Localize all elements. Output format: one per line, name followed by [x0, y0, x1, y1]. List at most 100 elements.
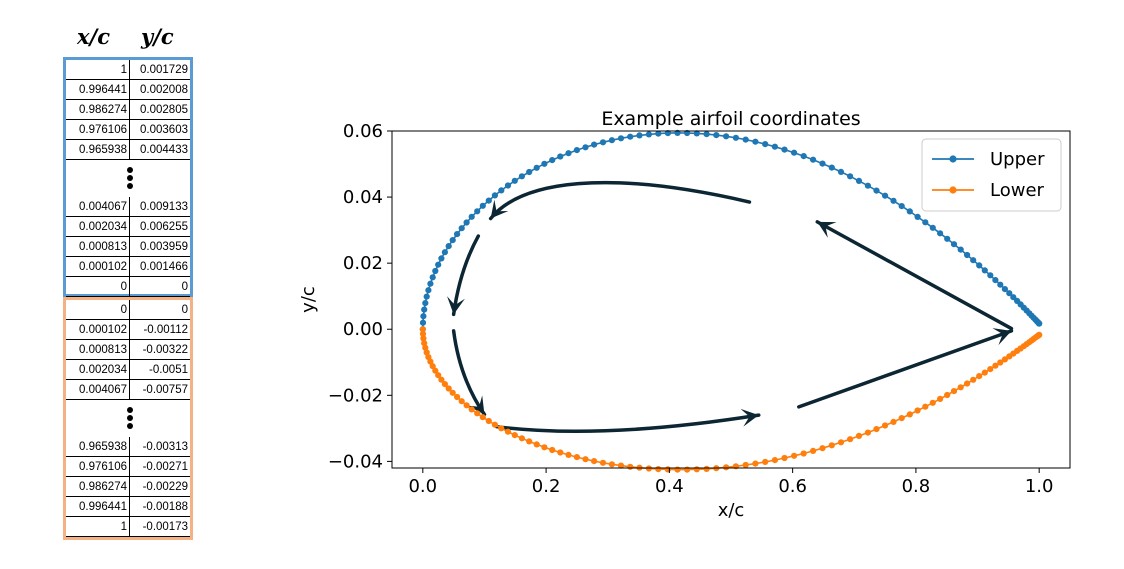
table-row: 0.000102 -0.00112 — [66, 320, 190, 340]
lower-data-point — [1001, 356, 1009, 363]
x-cell: 0.002034 — [66, 217, 130, 236]
lower-data-point — [957, 384, 964, 391]
x-cell: 0 — [66, 300, 130, 319]
lower-data-point — [937, 395, 944, 402]
x-cell: 1 — [66, 60, 130, 79]
upper-data-point — [800, 153, 807, 160]
upper-data-point — [420, 313, 427, 320]
lower-data-point — [422, 344, 429, 351]
upper-data-point — [742, 136, 749, 143]
upper-data-point — [890, 197, 897, 204]
y-cell: -0.00322 — [142, 344, 188, 356]
upper-data-point — [557, 153, 564, 160]
lower-data-point — [929, 399, 936, 406]
x-tick-label: 0.0 — [408, 476, 437, 497]
lower-data-point — [997, 359, 1004, 366]
upper-data-point — [664, 130, 672, 137]
axis-ticks: 0.0 0.2 0.4 0.6 0.8 1.0 −0.04 −0.02 0.00 0.02 0.04… — [328, 121, 1054, 497]
x-cell: 0.000102 — [66, 257, 130, 276]
y-tick-label: 0.04 — [343, 187, 383, 208]
upper-data-point — [898, 203, 905, 210]
upper-data-point — [847, 173, 854, 180]
lower-data-point — [504, 428, 512, 435]
lower-data-point — [627, 463, 634, 470]
upper-data-point — [423, 293, 430, 300]
arrowhead-icon — [992, 328, 1012, 346]
table-row: 0.986274 0.002805 — [66, 100, 190, 120]
lower-data-point — [944, 391, 951, 399]
lower-data-point — [485, 417, 492, 425]
upper-data-point — [541, 160, 548, 167]
ellipsis-icon — [127, 407, 133, 431]
lower-data-point — [771, 457, 779, 464]
upper-data-point — [608, 137, 616, 144]
lower-data-point — [655, 466, 662, 473]
legend-label: Upper — [990, 149, 1045, 170]
y-cell: 0.009133 — [140, 201, 188, 213]
lower-data-point — [684, 466, 691, 473]
lower-data-point — [419, 326, 426, 333]
arrowhead-icon — [447, 296, 465, 315]
upper-data-point — [1001, 286, 1009, 293]
upper-data-point — [732, 134, 740, 141]
coordinate-table: x/c y/c 1 0.001729 0.996441 0.002008 0.98627… — [63, 20, 193, 540]
lower-data-point — [565, 451, 572, 458]
lower-data-point — [922, 403, 929, 410]
upper-data-point — [997, 281, 1004, 288]
lower-data-point — [752, 460, 759, 467]
upper-data-point — [964, 251, 971, 259]
lower-data-point — [703, 465, 710, 472]
lower-data-point — [762, 458, 769, 465]
x-axis-title: x/c — [718, 500, 745, 521]
series-layer — [419, 129, 1043, 473]
lower-data-point — [781, 454, 788, 462]
lower-data-point — [429, 363, 436, 370]
upper-data-point — [441, 249, 448, 256]
lower-data-point — [864, 429, 872, 436]
lower-data-point — [445, 385, 452, 392]
lower-data-point — [608, 461, 616, 468]
upper-data-point — [828, 164, 835, 171]
lower-data-point — [432, 367, 439, 374]
x-cell: 0.000813 — [66, 340, 130, 359]
upper-data-point — [873, 187, 880, 194]
lower-data-point — [427, 358, 434, 365]
table-row: 0.976106 -0.00271 — [66, 457, 190, 477]
y-cell: 0 — [181, 281, 188, 293]
upper-data-point — [950, 241, 958, 248]
lower-data-point — [847, 436, 854, 443]
x-cell: 1 — [66, 517, 130, 536]
x-tick-label: 0.4 — [655, 476, 684, 497]
lower-data-point — [458, 398, 465, 405]
flow-arrow — [488, 180, 752, 221]
table-row: 1 -0.00173 — [66, 517, 190, 537]
y-cell: 0.001466 — [140, 261, 188, 273]
y-tick-label: −0.04 — [328, 451, 383, 472]
x-cell: 0.004067 — [66, 197, 130, 216]
lower-data-point — [420, 335, 427, 342]
upper-data-point — [922, 219, 929, 226]
upper-data-point — [987, 272, 994, 279]
upper-data-point — [454, 231, 461, 238]
flow-arrows — [447, 180, 1014, 434]
lower-data-point — [898, 415, 905, 422]
table-row: 0.986274 -0.00229 — [66, 477, 190, 497]
arrowhead-icon — [817, 221, 837, 238]
arrowhead-icon — [490, 199, 509, 219]
x-tick-label: 0.2 — [532, 476, 561, 497]
x-tick-label: 0.8 — [902, 476, 931, 497]
flow-arrow — [495, 413, 761, 434]
lower-data-point — [723, 464, 730, 471]
lower-surface-table: 0 0 0.000102 -0.00112 0.000813 -0.00322 0.0020… — [63, 297, 193, 540]
upper-data-point — [533, 164, 540, 171]
lower-data-point — [435, 372, 442, 379]
lower-data-point — [498, 425, 505, 432]
upper-data-point — [810, 156, 817, 163]
lower-data-point — [873, 426, 880, 433]
y-cell: -0.00229 — [142, 481, 188, 493]
upper-data-point — [906, 208, 913, 215]
upper-data-point — [518, 173, 526, 180]
lower-data-point — [533, 441, 540, 448]
upper-data-point — [914, 213, 921, 220]
x-cell: 0.002034 — [66, 360, 130, 379]
